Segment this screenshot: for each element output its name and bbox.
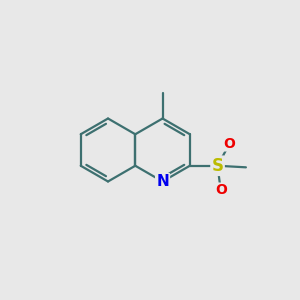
Text: S: S bbox=[212, 157, 224, 175]
Text: N: N bbox=[156, 174, 169, 189]
Text: O: O bbox=[215, 183, 226, 197]
Text: O: O bbox=[224, 137, 236, 151]
